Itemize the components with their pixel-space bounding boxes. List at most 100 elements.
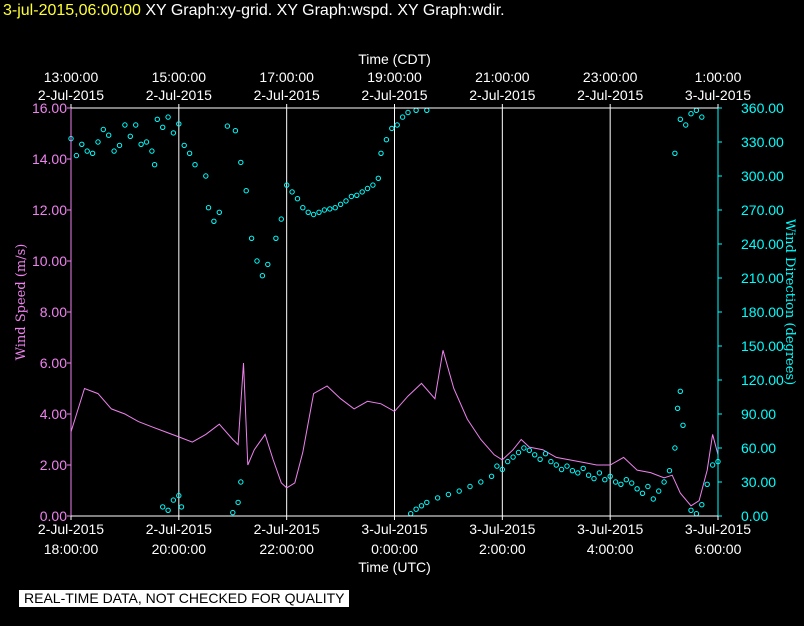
wind-direction-point — [456, 488, 462, 494]
left-tick-label: 2.00 — [40, 457, 67, 473]
wind-direction-point — [467, 483, 473, 490]
bottom-tick-time: 6:00:00 — [695, 541, 742, 557]
wind-direction-point — [300, 205, 306, 211]
wind-direction-point — [532, 452, 538, 458]
bottom-tick-date: 2-Jul-2015 — [38, 521, 104, 537]
top-tick-time: 21:00:00 — [475, 69, 530, 85]
left-tick-label: 10.00 — [32, 253, 67, 269]
wind-direction-point — [434, 495, 441, 501]
top-tick-date: 2-Jul-2015 — [146, 87, 212, 103]
bottom-tick-time: 4:00:00 — [587, 541, 634, 557]
wind-direction-point — [580, 465, 586, 472]
wind-direction-point — [672, 150, 678, 157]
wind-direction-point — [165, 114, 171, 120]
wind-direction-point — [186, 150, 193, 157]
wind-direction-point — [445, 491, 452, 498]
wind-direction-point — [160, 124, 166, 131]
top-tick-time: 13:00:00 — [44, 69, 99, 85]
wind-direction-point — [238, 479, 244, 485]
wind-direction-point — [248, 235, 255, 242]
wind-direction-point — [553, 462, 559, 468]
wind-direction-point — [666, 468, 673, 474]
bottom-tick-date: 2-Jul-2015 — [254, 521, 320, 537]
top-tick-time: 19:00:00 — [367, 69, 422, 85]
wind-direction-point — [688, 111, 694, 117]
wind-direction-point — [232, 128, 239, 134]
wind-direction-point — [149, 148, 155, 154]
left-axis-label: Wind Speed (m/s) — [14, 244, 29, 361]
wind-direction-point — [100, 126, 107, 133]
bottom-tick-time: 20:00:00 — [152, 541, 207, 557]
wind-direction-point — [259, 273, 266, 279]
top-tick-date: 2-Jul-2015 — [577, 87, 643, 103]
top-tick-time: 1:00:00 — [695, 69, 742, 85]
wind-direction-point — [596, 470, 603, 476]
wind-direction-point — [618, 481, 624, 487]
wind-direction-point — [116, 142, 123, 149]
wind-direction-point — [612, 479, 619, 485]
right-tick-label: 210.00 — [741, 270, 784, 286]
top-tick-date: 2-Jul-2015 — [254, 87, 320, 103]
wind-direction-point — [170, 130, 177, 136]
right-tick-label: 330.00 — [741, 134, 784, 150]
top-tick-time: 23:00:00 — [583, 69, 638, 85]
right-tick-label: 30.00 — [741, 474, 776, 490]
right-axis-label: Wind Direction (degrees) — [782, 219, 797, 385]
top-tick-time: 15:00:00 — [152, 69, 207, 85]
right-tick-label: 90.00 — [741, 406, 776, 422]
wind-direction-point — [284, 182, 290, 188]
wind-direction-point — [677, 388, 683, 394]
wind-direction-point — [133, 122, 139, 128]
wind-direction-point — [394, 122, 400, 128]
wind-direction-point — [73, 152, 80, 159]
wind-direction-point — [165, 507, 171, 513]
wind-direction-point — [680, 422, 686, 428]
wind-direction-point — [413, 506, 419, 512]
wind-direction-point — [122, 122, 128, 128]
wind-direction-point — [327, 206, 333, 212]
right-tick-label: 60.00 — [741, 440, 776, 456]
graph-header: 3-jul-2015,06:00:00 XY Graph:xy-grid. XY… — [3, 2, 505, 20]
wind-direction-point — [418, 503, 425, 509]
wind-direction-point — [176, 121, 182, 127]
wind-direction-point — [294, 196, 301, 202]
bottom-tick-date: 3-Jul-2015 — [469, 521, 535, 537]
wind-direction-point — [602, 477, 608, 483]
wind-direction-point — [510, 454, 516, 460]
bottom-tick-date: 3-Jul-2015 — [685, 521, 751, 537]
wind-direction-point — [537, 456, 543, 462]
wind-direction-point — [661, 479, 667, 485]
wind-direction-point — [127, 133, 134, 140]
wind-direction-point — [699, 114, 705, 120]
series-layer — [68, 107, 721, 517]
wind-direction-point — [332, 205, 338, 211]
graph-timestamp: 3-jul-2015,06:00:00 — [3, 2, 141, 19]
wind-speed-line — [70, 350, 719, 507]
top-tick-time: 17:00:00 — [259, 69, 314, 85]
wind-direction-point — [243, 188, 249, 194]
left-tick-label: 14.00 — [32, 151, 67, 167]
wind-direction-point — [178, 504, 185, 510]
left-tick-label: 0.00 — [40, 508, 67, 524]
right-tick-label: 270.00 — [741, 202, 784, 218]
wind-direction-point — [693, 107, 700, 114]
wind-direction-point — [389, 125, 395, 132]
wind-direction-point — [348, 193, 355, 200]
wind-direction-point — [254, 258, 260, 264]
wind-direction-point — [138, 141, 144, 148]
wind-direction-point — [515, 449, 522, 456]
bottom-tick-date: 2-Jul-2015 — [146, 521, 212, 537]
right-tick-label: 360.00 — [741, 100, 784, 116]
wind-direction-point — [310, 211, 317, 218]
wind-direction-point — [478, 479, 484, 485]
wind-direction-point — [607, 473, 613, 479]
wind-direction-point — [704, 481, 710, 487]
right-tick-label: 0.00 — [741, 508, 768, 524]
wind-direction-point — [111, 148, 117, 154]
wind-direction-point — [639, 490, 646, 496]
top-tick-date: 2-Jul-2015 — [361, 87, 427, 103]
wind-direction-point — [216, 209, 223, 216]
wind-direction-point — [364, 185, 371, 192]
wind-direction-point — [265, 261, 271, 268]
bottom-tick-time: 2:00:00 — [479, 541, 526, 557]
